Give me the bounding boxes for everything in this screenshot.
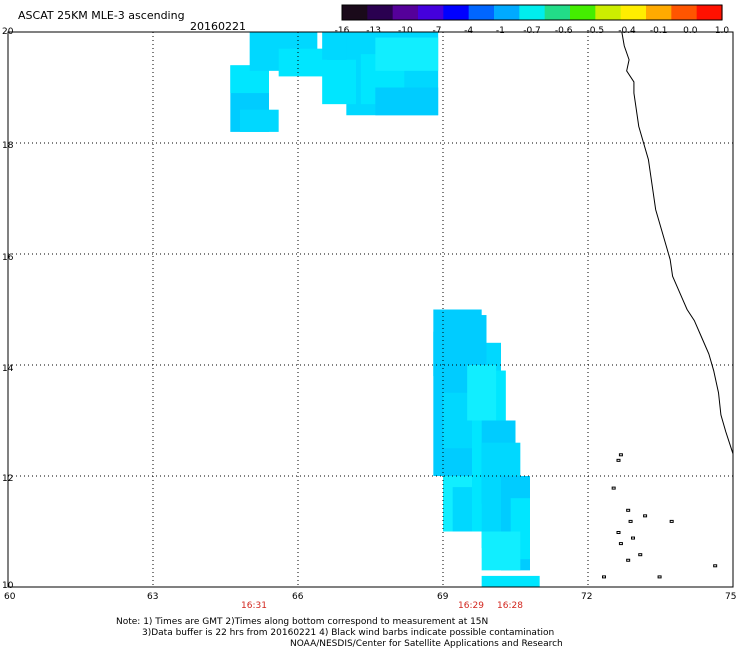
swath-time-1628: 16:28 — [497, 601, 523, 611]
lat-label-20: 20 — [2, 27, 14, 37]
island-mark — [618, 542, 623, 546]
colorbar-swatch — [620, 5, 647, 20]
colorbar-frame — [341, 4, 723, 21]
wind-cell — [375, 37, 439, 71]
colorbar-label: -16 — [334, 26, 350, 36]
colorbar-label: 1.0 — [714, 26, 730, 36]
colorbar-label: -0.4 — [618, 26, 636, 36]
island-mark — [638, 553, 643, 557]
colorbar-label: -1 — [495, 26, 505, 36]
wind-cell — [278, 48, 327, 77]
product-date: 20160221 — [190, 20, 246, 33]
note-line-3: NOAA/NESDIS/Center for Satellite Applica… — [290, 639, 563, 649]
map-frame — [7, 31, 734, 588]
lon-label-75: 75 — [725, 592, 737, 602]
colorbar-swatch — [342, 5, 368, 20]
product-title: ASCAT 25KM MLE-3 ascending — [18, 9, 185, 22]
colorbar-label: -4 — [464, 26, 474, 36]
lat-label-10: 10 — [2, 581, 14, 591]
lon-label-60: 60 — [4, 592, 16, 602]
colorbar-label: 0.0 — [683, 26, 698, 36]
colorbar-swatch — [519, 5, 546, 20]
island-mark — [602, 575, 606, 579]
colorbar — [341, 4, 723, 21]
island-mark — [628, 519, 633, 523]
island-mark — [631, 536, 635, 540]
island-mark — [643, 514, 648, 518]
colorbar-swatch — [494, 5, 520, 20]
wind-cell — [467, 365, 497, 421]
lat-label-12: 12 — [2, 474, 14, 484]
lon-label-66: 66 — [292, 592, 304, 602]
island-mark — [626, 508, 631, 512]
note-line-2: 3)Data buffer is 22 hrs from 20160221 4)… — [142, 628, 555, 638]
island-mark — [611, 486, 616, 490]
colorbar-label: -0.7 — [523, 26, 541, 36]
colorbar-swatch — [544, 5, 571, 20]
colorbar-label: -7 — [432, 26, 442, 36]
colorbar-swatch — [468, 5, 495, 20]
colorbar-label: -0.5 — [586, 26, 605, 36]
wind-cell — [322, 32, 347, 60]
lon-label-69: 69 — [437, 592, 449, 602]
island-mark — [618, 453, 623, 457]
wind-swath-layer — [230, 32, 540, 587]
lat-lon-grid — [8, 32, 733, 587]
swath-time-1631: 16:31 — [241, 601, 267, 611]
colorbar-swatch — [367, 5, 394, 20]
island-mark — [616, 458, 621, 462]
coastline — [602, 31, 734, 579]
colorbar-label: -13 — [366, 26, 382, 36]
colorbar-swatch — [595, 5, 622, 20]
wind-cell — [481, 575, 540, 587]
island-mark — [713, 564, 718, 568]
note-line-1: Note: 1) Times are GMT 2)Times along bot… — [116, 617, 489, 627]
india-west-coast — [621, 31, 734, 454]
swath-time-1629: 16:29 — [458, 601, 484, 611]
lat-label-16: 16 — [2, 253, 14, 263]
colorbar-swatch — [443, 5, 470, 20]
colorbar-swatch — [570, 5, 596, 20]
lat-label-14: 14 — [2, 364, 14, 374]
wind-cell — [375, 87, 439, 116]
lon-label-63: 63 — [147, 592, 159, 602]
colorbar-swatch — [671, 5, 698, 20]
colorbar-swatch — [696, 5, 723, 20]
island-mark — [616, 531, 621, 534]
lon-label-72: 72 — [581, 592, 593, 602]
wind-cell — [322, 59, 356, 105]
wind-cell — [240, 109, 279, 132]
colorbar-label: -0.6 — [554, 26, 573, 36]
colorbar-swatch — [418, 5, 444, 20]
wind-cell — [481, 531, 521, 571]
wind-cell — [452, 315, 487, 365]
colorbar-label: -10 — [397, 26, 413, 36]
colorbar-swatch — [646, 5, 672, 20]
lat-label-18: 18 — [2, 141, 14, 151]
colorbar-label: -0.1 — [649, 26, 668, 36]
island-mark — [626, 558, 631, 562]
island-mark — [657, 575, 662, 579]
island-mark — [669, 519, 674, 523]
colorbar-swatch — [392, 5, 419, 20]
